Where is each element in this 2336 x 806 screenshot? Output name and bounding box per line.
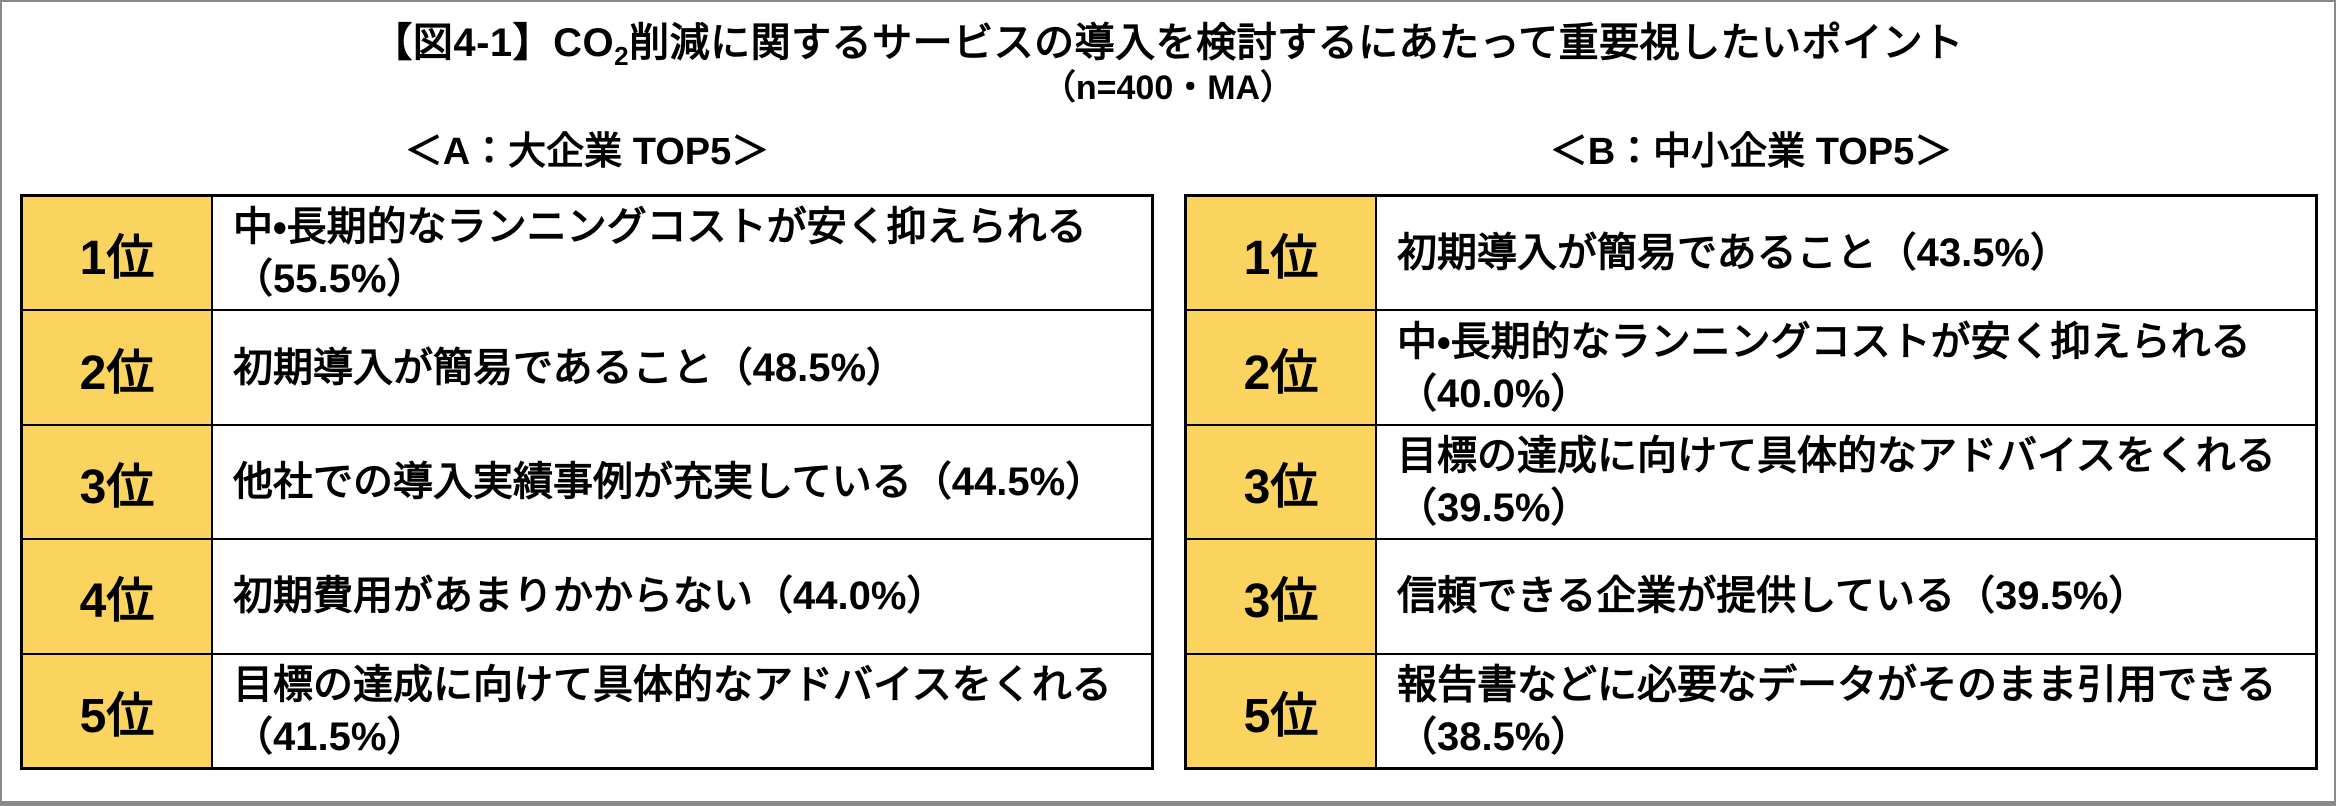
rank-cell: 3位 xyxy=(23,425,213,539)
item-text: 他社での導入実績事例が充実している（44.5%） xyxy=(233,460,1106,505)
item-cell: 中・長期的なランニングコストが安く抑えられる （55.5%） xyxy=(213,197,1151,309)
item-cell: 目標の達成に向けて具体的なアドバイスをくれる （41.5%） xyxy=(213,655,1151,767)
item-cell: 初期導入が簡易であること（43.5%） xyxy=(1377,197,2315,309)
table-row: 5位 目標の達成に向けて具体的なアドバイスをくれる （41.5%） xyxy=(23,652,1151,768)
section-header-sme-companies: ＜B：中小企業 TOP5＞ xyxy=(1549,131,1953,173)
rank-cell: 4位 xyxy=(23,540,213,653)
item-text: 中・長期的なランニングコストが安く抑えられる （40.0%） xyxy=(1397,319,2251,416)
item-cell: 他社での導入実績事例が充実している（44.5%） xyxy=(213,426,1151,538)
rank-cell: 1位 xyxy=(1187,197,1377,310)
figure-subtitle: （n=400・MA） xyxy=(1041,69,1295,107)
item-text: 報告書などに必要なデータがそのまま引用できる （38.5%） xyxy=(1397,662,2277,759)
figure-title: 【図4-1】CO2削減に関するサービスの導入を検討するにあたって重要視したいポイ… xyxy=(2,10,2334,72)
item-text: 中・長期的なランニングコストが安く抑えられる （55.5%） xyxy=(233,205,1087,302)
table-row: 2位 中・長期的なランニングコストが安く抑えられる （40.0%） xyxy=(1187,309,2315,424)
rank-cell: 5位 xyxy=(23,654,213,768)
rank-cell: 3位 xyxy=(1187,540,1377,653)
item-cell: 報告書などに必要なデータがそのまま引用できる （38.5%） xyxy=(1377,655,2315,767)
ranking-table-large-companies: 1位 中・長期的なランニングコストが安く抑えられる （55.5%） 2位 初期導… xyxy=(20,194,1154,770)
table-row: 1位 中・長期的なランニングコストが安く抑えられる （55.5%） xyxy=(23,197,1151,310)
table-row: 3位 他社での導入実績事例が充実している（44.5%） xyxy=(23,423,1151,539)
item-text: 信頼できる企業が提供している（39.5%） xyxy=(1397,574,2149,619)
table-row: 1位 初期導入が簡易であること（43.5%） xyxy=(1187,197,2315,310)
item-text: 初期費用があまりかからない（44.0%） xyxy=(233,574,947,619)
table-row: 4位 初期費用があまりかからない（44.0%） xyxy=(23,538,1151,653)
item-text: 初期導入が簡易であること（43.5%） xyxy=(1397,231,2071,276)
item-text: 目標の達成に向けて具体的なアドバイスをくれる （39.5%） xyxy=(1397,434,2276,531)
table-row: 3位 目標の達成に向けて具体的なアドバイスをくれる （39.5%） xyxy=(1187,423,2315,539)
rank-cell: 2位 xyxy=(23,311,213,424)
rank-cell: 3位 xyxy=(1187,425,1377,539)
co2-subscript: 2 xyxy=(614,41,630,71)
rank-cell: 1位 xyxy=(23,197,213,310)
table-row: 5位 報告書などに必要なデータがそのまま引用できる （38.5%） xyxy=(1187,652,2315,768)
item-cell: 初期費用があまりかからない（44.0%） xyxy=(213,540,1151,652)
table-row: 3位 信頼できる企業が提供している（39.5%） xyxy=(1187,538,2315,653)
section-header-large-companies: ＜A：大企業 TOP5＞ xyxy=(404,131,770,173)
item-text: 目標の達成に向けて具体的なアドバイスをくれる （41.5%） xyxy=(233,662,1112,759)
table-row: 2位 初期導入が簡易であること（48.5%） xyxy=(23,309,1151,424)
figure-title-suffix: 削減に関するサービスの導入を検討するにあたって重要視したいポイント xyxy=(629,21,1964,65)
item-cell: 初期導入が簡易であること（48.5%） xyxy=(213,311,1151,423)
item-cell: 信頼できる企業が提供している（39.5%） xyxy=(1377,540,2315,652)
item-cell: 中・長期的なランニングコストが安く抑えられる （40.0%） xyxy=(1377,311,2315,423)
figure-title-prefix: 【図4-1】CO xyxy=(372,21,615,65)
ranking-table-sme-companies: 1位 初期導入が簡易であること（43.5%） 2位 中・長期的なランニングコスト… xyxy=(1184,194,2318,770)
item-text: 初期導入が簡易であること（48.5%） xyxy=(233,345,907,390)
item-cell: 目標の達成に向けて具体的なアドバイスをくれる （39.5%） xyxy=(1377,426,2315,538)
rank-cell: 5位 xyxy=(1187,654,1377,768)
rank-cell: 2位 xyxy=(1187,311,1377,424)
